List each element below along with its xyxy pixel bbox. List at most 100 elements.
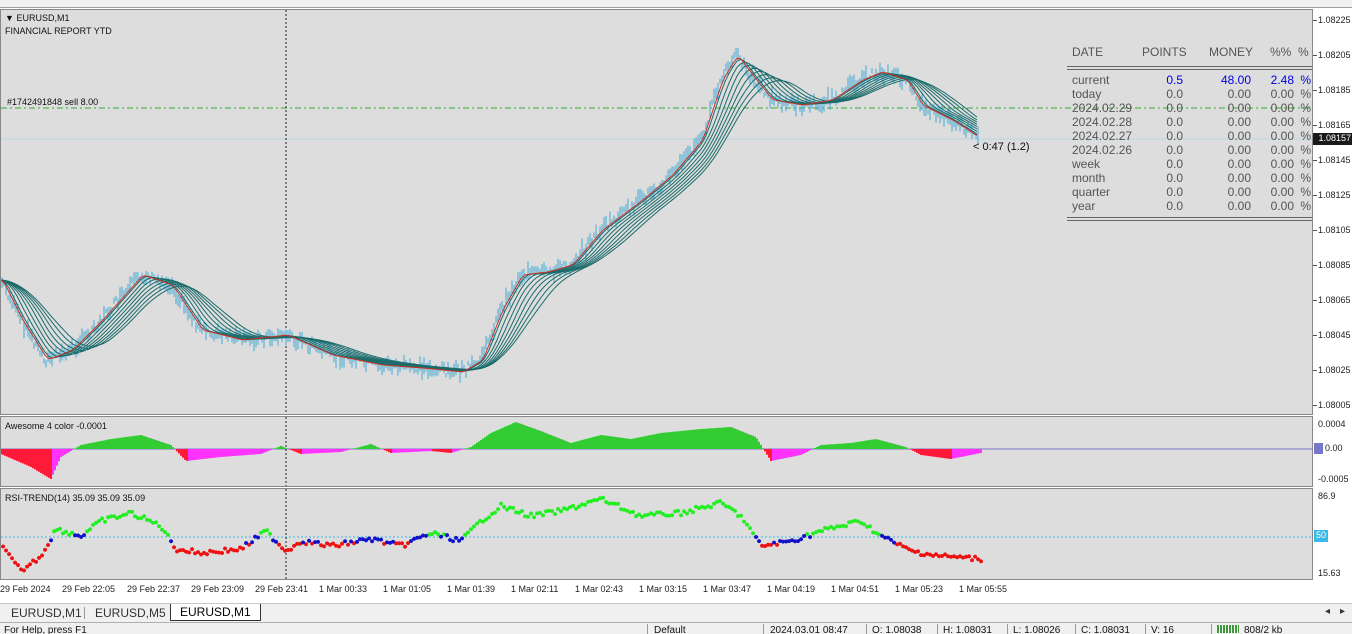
order-line-label[interactable]: #1742491848 sell 8.00: [7, 97, 99, 107]
rsi-trend-label: RSI-TREND(14) 35.09 35.09 35.09: [5, 493, 146, 503]
report-row: current 0.5 48.00 2.48%: [1067, 73, 1312, 87]
status-divider: [1211, 624, 1212, 634]
status-divider: [866, 624, 867, 634]
price-axis-tick-label: 1.08105: [1318, 225, 1351, 235]
price-axis-tick: [1313, 370, 1317, 371]
report-header-cell: DATE: [1072, 45, 1104, 59]
report-row: quarter 0.0 0.00 0.00%: [1067, 185, 1312, 199]
price-chart-pane[interactable]: ▼ EURUSD,M1 FINANCIAL REPORT YTD #174249…: [0, 9, 1313, 415]
report-cell-sign: %: [1300, 171, 1311, 185]
report-cell-points: 0.0: [1166, 115, 1183, 129]
report-header-cell: %%: [1270, 45, 1292, 59]
price-axis-tick-label: 1.08085: [1318, 260, 1351, 270]
scroll-left-icon[interactable]: ◂: [1325, 606, 1331, 617]
price-axis-tick: [1313, 405, 1317, 406]
price-axis-tick-label: 1.08065: [1318, 295, 1351, 305]
price-axis-tick: [1313, 230, 1317, 231]
status-open: O: 1.08038: [872, 625, 922, 634]
report-cell-pct: 0.00: [1270, 115, 1294, 129]
report-cell-money: 48.00: [1220, 73, 1251, 87]
price-bars: [1, 47, 979, 383]
time-axis-label: 1 Mar 01:05: [383, 584, 432, 594]
price-axis-tick: [1313, 90, 1317, 91]
report-cell-money: 0.00: [1227, 101, 1251, 115]
ao-rising-negative-bars: [52, 449, 982, 475]
moving-average-line: [1, 70, 978, 371]
report-cell-sign: %: [1300, 129, 1311, 143]
tab-eurusd-m1-active[interactable]: EURUSD,M1: [170, 604, 261, 621]
moving-average-line: [1, 78, 978, 370]
time-axis-label: 29 Feb 22:05: [62, 584, 116, 594]
tab-divider: [84, 607, 85, 619]
report-cell-points: 0.0: [1166, 143, 1183, 157]
report-title: FINANCIAL REPORT YTD: [5, 26, 112, 36]
top-toolbar-strip: [0, 0, 1352, 8]
connection-signal-icon: [1217, 625, 1239, 633]
time-axis[interactable]: 29 Feb 2024 29 Feb 22:05 29 Feb 22:37 29 Fe…: [0, 580, 1352, 602]
report-cell-sign: %: [1300, 87, 1311, 101]
rsi-axis-top: 86.9: [1318, 491, 1336, 501]
ao-axis-top: 0.0004: [1318, 419, 1346, 429]
moving-average-line: [1, 58, 978, 373]
report-row: 2024.02.27 0.0 0.00 0.00%: [1067, 129, 1312, 143]
scroll-right-icon[interactable]: ▸: [1340, 606, 1346, 617]
time-axis-label: 1 Mar 02:43: [575, 584, 624, 594]
rsi-trend-canvas[interactable]: [1, 489, 1313, 580]
report-row: week 0.0 0.00 0.00%: [1067, 157, 1312, 171]
rsi-trend-pane[interactable]: RSI-TREND(14) 35.09 35.09 35.09: [0, 488, 1313, 580]
report-cell-pct: 2.48: [1270, 73, 1294, 87]
rsi-bearish-dots: [1, 541, 984, 573]
report-cell-money: 0.00: [1227, 129, 1251, 143]
price-axis-tick: [1313, 335, 1317, 336]
ao-negative-bars: [1, 449, 952, 479]
time-axis-label: 1 Mar 05:23: [895, 584, 944, 594]
moving-average-line: [1, 77, 978, 370]
time-axis-label: 29 Feb 23:41: [255, 584, 309, 594]
report-cell-money: 0.00: [1227, 115, 1251, 129]
price-axis-tick: [1313, 265, 1317, 266]
rsi-bullish-dots: [52, 495, 882, 537]
awesome-oscillator-label: Awesome 4 color -0.0001: [5, 421, 107, 431]
report-cell-date: today: [1072, 87, 1102, 101]
report-cell-date: month: [1072, 171, 1106, 185]
report-cell-date: 2024.02.26: [1072, 143, 1133, 157]
time-axis-label: 29 Feb 23:09: [191, 584, 245, 594]
report-header-cell: %: [1298, 45, 1309, 59]
moving-average-line: [1, 64, 978, 372]
status-help: For Help, press F1: [4, 625, 87, 634]
report-cell-sign: %: [1300, 101, 1311, 115]
report-cell-date: 2024.02.27: [1072, 129, 1133, 143]
symbol-label: ▼ EURUSD,M1: [5, 13, 70, 23]
collapse-triangle-icon[interactable]: ▼: [5, 13, 14, 23]
price-axis-tick-label: 1.08225: [1318, 15, 1351, 25]
report-cell-pct: 0.00: [1270, 171, 1294, 185]
status-close: C: 1.08031: [1081, 625, 1130, 634]
time-axis-label: 1 Mar 05:55: [959, 584, 1008, 594]
ao-positive-bars: [74, 422, 910, 449]
price-axis-tick-label: 1.08185: [1318, 85, 1351, 95]
report-cell-date: current: [1072, 73, 1110, 87]
awesome-oscillator-canvas[interactable]: [1, 417, 1313, 487]
report-cell-sign: %: [1300, 143, 1311, 157]
price-axis[interactable]: [1313, 9, 1352, 580]
price-axis-tick-label: 1.08045: [1318, 330, 1351, 340]
time-axis-label: 29 Feb 2024: [0, 584, 51, 594]
status-divider: [1145, 624, 1146, 634]
time-axis-label: 29 Feb 22:37: [127, 584, 181, 594]
chart-tab-bar: EURUSD,M1 EURUSD,M5 EURUSD,M1 ◂ ▸: [0, 603, 1352, 622]
awesome-oscillator-pane[interactable]: Awesome 4 color -0.0001: [0, 416, 1313, 487]
tab-eurusd-m5[interactable]: EURUSD,M5: [95, 606, 166, 620]
status-divider: [647, 624, 648, 634]
price-axis-tick: [1313, 125, 1317, 126]
rsi-level-tag: 50: [1314, 530, 1328, 542]
price-chart-canvas[interactable]: [1, 10, 1313, 415]
current-price-tag: 1.08157: [1313, 133, 1352, 145]
report-cell-date: week: [1072, 157, 1101, 171]
time-axis-label: 1 Mar 02:11: [511, 584, 559, 594]
tab-eurusd-m1-first[interactable]: EURUSD,M1: [11, 606, 82, 620]
report-header-cell: POINTS: [1142, 45, 1187, 59]
report-cell-points: 0.0: [1166, 171, 1183, 185]
bar-countdown: < 0:47 (1.2): [973, 141, 1030, 153]
report-cell-money: 0.00: [1227, 87, 1251, 101]
report-header-cell: MONEY: [1209, 45, 1254, 59]
